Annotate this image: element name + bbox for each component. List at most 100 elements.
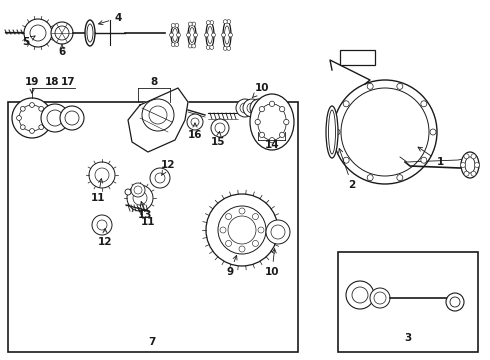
Circle shape (21, 107, 25, 111)
Polygon shape (128, 88, 188, 152)
Circle shape (446, 293, 464, 311)
Circle shape (149, 106, 167, 124)
Circle shape (284, 120, 289, 125)
Circle shape (352, 287, 368, 303)
Circle shape (471, 154, 476, 159)
Circle shape (206, 21, 210, 24)
Text: 17: 17 (61, 77, 75, 87)
Text: 5: 5 (23, 36, 35, 47)
Circle shape (97, 220, 107, 230)
Circle shape (461, 162, 465, 167)
Circle shape (210, 21, 214, 24)
Circle shape (333, 80, 437, 184)
Text: 19: 19 (25, 77, 39, 87)
Circle shape (259, 132, 265, 138)
Circle shape (194, 33, 197, 37)
Circle shape (243, 99, 261, 117)
Circle shape (24, 19, 52, 47)
Text: 7: 7 (148, 337, 156, 347)
Ellipse shape (258, 104, 286, 140)
Ellipse shape (188, 23, 196, 46)
Circle shape (227, 20, 231, 24)
Circle shape (212, 33, 216, 37)
Circle shape (236, 99, 254, 117)
Circle shape (29, 129, 34, 134)
Circle shape (254, 103, 264, 113)
Circle shape (279, 107, 285, 112)
Circle shape (271, 225, 285, 239)
Ellipse shape (207, 27, 213, 44)
Circle shape (223, 20, 227, 24)
Ellipse shape (326, 106, 338, 158)
Circle shape (29, 103, 34, 107)
Circle shape (176, 33, 180, 37)
Circle shape (127, 185, 153, 211)
Circle shape (270, 101, 274, 107)
Circle shape (228, 33, 232, 37)
Text: 10: 10 (265, 249, 279, 277)
Circle shape (430, 129, 436, 135)
Circle shape (188, 22, 192, 26)
Circle shape (171, 42, 175, 46)
Ellipse shape (223, 21, 231, 49)
Circle shape (175, 23, 179, 27)
Circle shape (47, 110, 63, 126)
Circle shape (39, 125, 44, 130)
Ellipse shape (328, 110, 336, 154)
Circle shape (134, 186, 142, 194)
Ellipse shape (171, 25, 179, 45)
Circle shape (421, 157, 427, 163)
Circle shape (206, 45, 210, 49)
Circle shape (192, 44, 196, 48)
Bar (338, 252, 478, 352)
Text: 1: 1 (418, 147, 443, 167)
Text: 16: 16 (188, 123, 202, 140)
Circle shape (155, 173, 165, 183)
Text: 13: 13 (138, 207, 152, 220)
Circle shape (39, 107, 44, 111)
Circle shape (131, 183, 145, 197)
Circle shape (218, 206, 266, 254)
Text: 3: 3 (404, 333, 412, 343)
Circle shape (279, 132, 285, 138)
Text: 12: 12 (161, 160, 175, 175)
Ellipse shape (465, 157, 475, 173)
Circle shape (210, 45, 214, 49)
Circle shape (225, 240, 232, 247)
Circle shape (125, 189, 131, 195)
Text: 18: 18 (45, 77, 59, 87)
Text: 6: 6 (58, 44, 66, 57)
Circle shape (60, 106, 84, 130)
Bar (8, 102, 298, 352)
Circle shape (397, 175, 403, 181)
Circle shape (215, 123, 225, 133)
Circle shape (170, 33, 173, 37)
Circle shape (464, 154, 469, 159)
Circle shape (397, 84, 403, 89)
Circle shape (239, 208, 245, 214)
Text: 9: 9 (226, 256, 237, 277)
Text: 11: 11 (91, 179, 105, 203)
Circle shape (43, 116, 48, 120)
Circle shape (89, 162, 115, 188)
Circle shape (142, 99, 174, 131)
Circle shape (204, 33, 209, 37)
Circle shape (421, 101, 427, 107)
Circle shape (192, 22, 196, 26)
Text: 12: 12 (98, 229, 112, 247)
Circle shape (474, 162, 480, 167)
Circle shape (227, 46, 231, 50)
Ellipse shape (461, 152, 479, 178)
Circle shape (41, 104, 69, 132)
Ellipse shape (85, 20, 95, 46)
Ellipse shape (190, 27, 195, 42)
Circle shape (341, 88, 429, 176)
Circle shape (255, 120, 260, 125)
Circle shape (55, 26, 69, 40)
Ellipse shape (12, 98, 52, 138)
Circle shape (252, 213, 258, 220)
Circle shape (206, 194, 278, 266)
Text: 14: 14 (265, 140, 279, 150)
Circle shape (367, 175, 373, 181)
Circle shape (252, 240, 258, 247)
